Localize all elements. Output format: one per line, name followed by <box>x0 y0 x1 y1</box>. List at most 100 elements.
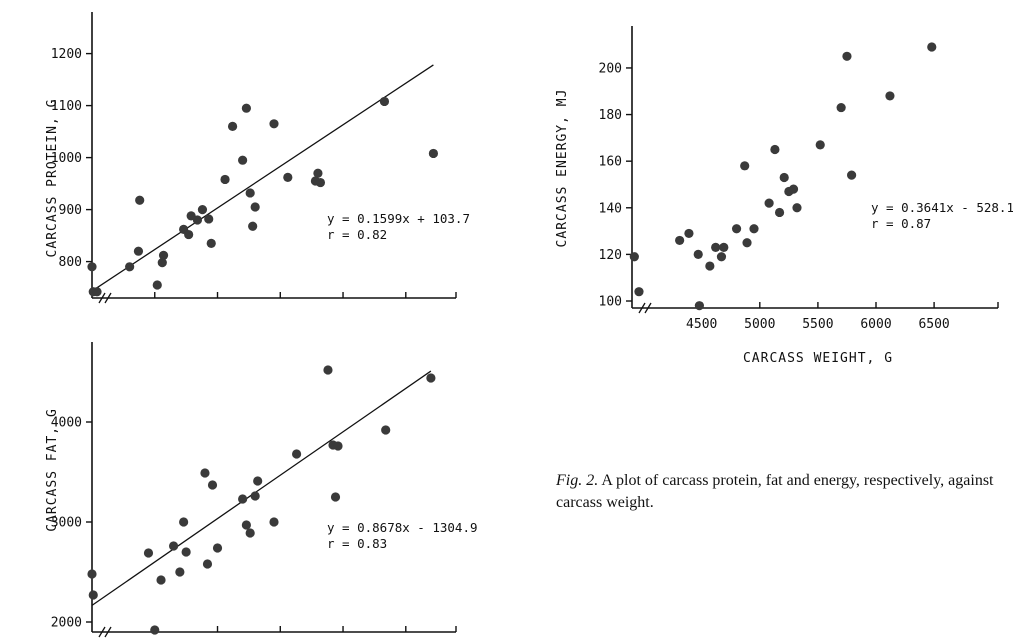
protein-data-point <box>250 202 260 212</box>
fat-data-point <box>207 480 218 490</box>
fat-data-point <box>202 559 213 569</box>
fat-data-point <box>156 575 166 585</box>
fat-ylabel: CARCASS FAT, G <box>45 408 60 532</box>
protein-data-point <box>197 205 208 215</box>
fat-y-tick-label: 2000 <box>51 616 82 631</box>
protein-axis-break <box>98 292 106 304</box>
protein-data-point <box>157 258 167 268</box>
protein-data-point <box>206 238 216 248</box>
energy-r-value: r = 0.87 <box>871 216 931 231</box>
energy-data-point <box>770 144 780 155</box>
energy-data-point <box>815 140 825 150</box>
energy-data-point <box>749 224 759 234</box>
fat-data-point <box>168 541 179 551</box>
energy-data-point <box>779 172 789 183</box>
energy-equation: y = 0.3641x - 528.1 <box>871 200 1013 215</box>
fat-data-point <box>179 517 189 527</box>
energy-axis-break <box>638 302 646 314</box>
caption-lead: Fig. 2. <box>556 472 599 489</box>
fat-data-point <box>323 365 333 375</box>
fat-y-tick-label: 3000 <box>51 516 82 531</box>
energy-data-point <box>740 161 750 171</box>
energy-data-point <box>731 224 742 234</box>
energy-data-point <box>705 261 715 271</box>
protein-data-point <box>315 177 326 188</box>
protein-y-tick-label: 1000 <box>51 151 82 166</box>
energy-x-tick-label: 4500 <box>686 317 717 332</box>
protein-data-point <box>125 262 135 272</box>
energy-marks: 100 120 140 160 180 200 4500 5000 5500 6000 6500 <box>599 26 999 332</box>
protein-data-point <box>227 121 238 131</box>
energy-data-point <box>675 235 685 246</box>
fat-data-point <box>245 528 255 538</box>
protein-data-point <box>283 172 293 182</box>
protein-data-point <box>245 188 255 198</box>
energy-y-tick-label: 100 <box>599 295 622 310</box>
energy-panel: 100 120 140 160 180 200 4500 5000 5500 6000 6500 C… <box>555 26 1013 366</box>
protein-data-point <box>220 174 230 185</box>
protein-equation: y = 0.1599x + 103.7 <box>327 211 470 226</box>
fat-data-point <box>88 590 98 600</box>
protein-data-point <box>238 155 248 165</box>
energy-data-point <box>842 51 852 61</box>
fat-data-point <box>143 548 154 558</box>
energy-x-tick-label: 6500 <box>918 317 949 332</box>
fat-data-point <box>269 517 279 527</box>
energy-data-point <box>885 91 895 101</box>
fat-data-point <box>291 449 302 459</box>
protein-data-point <box>241 103 251 113</box>
protein-ylabel: CARCASS PROTEIN, G <box>45 99 60 258</box>
protein-data-point <box>248 221 258 231</box>
energy-xlabel: CARCASS WEIGHT, G <box>743 351 893 366</box>
protein-y-tick-label: 1200 <box>51 47 82 62</box>
fat-r-value: r = 0.83 <box>327 536 387 551</box>
protein-y-tick-label: 800 <box>59 255 82 270</box>
energy-y-tick-label: 160 <box>599 155 622 170</box>
energy-data-point <box>629 252 639 262</box>
energy-data-point <box>774 207 785 218</box>
protein-data-point <box>269 119 279 129</box>
fat-data-point <box>212 543 223 553</box>
protein-data-point <box>152 280 162 290</box>
protein-data-point <box>184 229 194 240</box>
protein-panel: 800 900 1000 1100 1200 CARCASS PROTEIN, G y … <box>45 12 470 304</box>
energy-data-point <box>792 203 802 213</box>
energy-y-tick-label: 140 <box>599 201 622 216</box>
fat-data-point <box>241 520 251 530</box>
energy-ylabel: CARCASS ENERGY, MJ <box>555 89 570 248</box>
figure-caption: Fig. 2. A plot of carcass protein, fat a… <box>556 470 996 514</box>
fat-axis-break <box>98 626 106 638</box>
protein-data-point <box>135 195 145 205</box>
energy-data-point <box>716 252 727 262</box>
protein-data-point <box>313 168 323 178</box>
protein-data-point <box>428 148 439 159</box>
energy-y-tick-label: 200 <box>599 61 622 76</box>
energy-y-tick-label: 120 <box>599 248 622 263</box>
energy-data-point <box>693 249 703 259</box>
energy-axis-break <box>644 302 652 314</box>
protein-marks: 800 900 1000 1100 1200 <box>51 12 457 304</box>
protein-data-point <box>92 287 102 297</box>
energy-data-point <box>764 198 774 208</box>
protein-axis-break <box>104 292 112 304</box>
protein-y-tick-label: 1100 <box>51 99 82 114</box>
caption-text: A plot of carcass protein, fat and energ… <box>556 472 994 511</box>
energy-data-point <box>719 242 729 253</box>
fat-regression-line <box>91 370 432 606</box>
protein-data-point <box>133 246 144 256</box>
energy-x-tick-label: 6000 <box>860 317 891 332</box>
fat-data-point <box>175 567 185 577</box>
fat-equation: y = 0.8678x - 1304.9 <box>327 520 478 535</box>
energy-data-point <box>684 228 694 239</box>
energy-x-tick-label: 5500 <box>802 317 833 332</box>
protein-r-value: r = 0.82 <box>327 227 387 242</box>
protein-data-point <box>192 215 203 225</box>
energy-data-point <box>927 42 937 52</box>
fat-panel: 2000 3000 4000 CARCASS FAT, G y = 0.8678x … <box>45 342 478 638</box>
fat-data-point <box>381 425 391 435</box>
fat-data-point <box>250 491 260 501</box>
energy-x-tick-label: 5000 <box>744 317 775 332</box>
fat-data-point <box>330 492 341 502</box>
energy-data-point <box>742 238 752 248</box>
fat-data-point <box>238 494 248 504</box>
